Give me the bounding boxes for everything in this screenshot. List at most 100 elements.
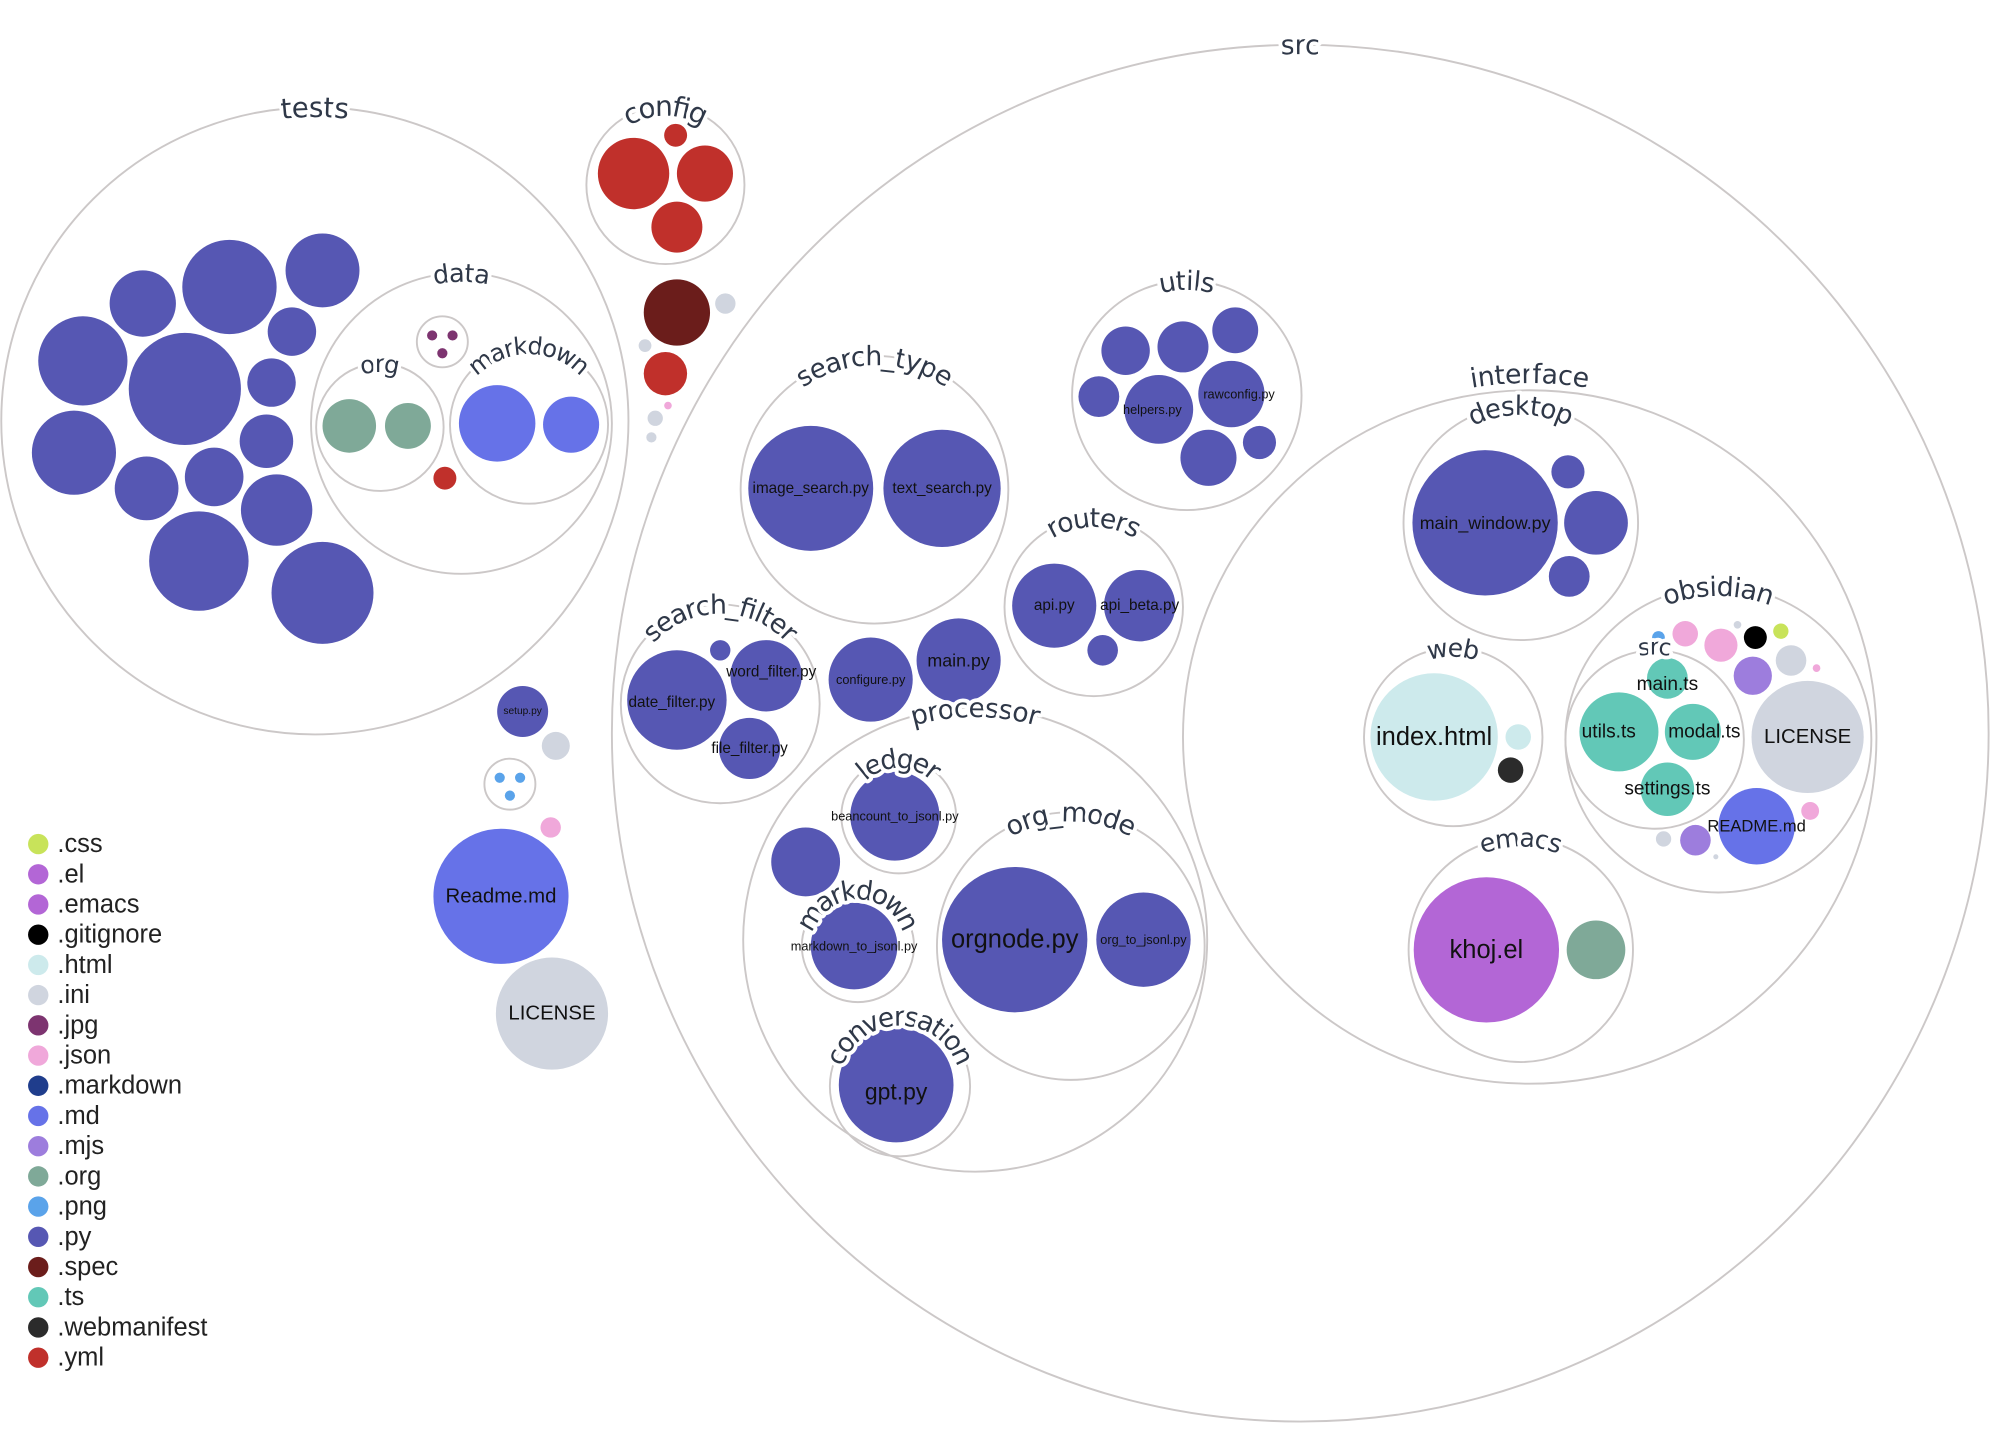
- file-circle[interactable]: [1646, 657, 1688, 699]
- directory-circle[interactable]: [840, 757, 958, 875]
- file-circle[interactable]: [1733, 656, 1772, 695]
- file-circle[interactable]: [1242, 425, 1277, 460]
- file-circle[interactable]: [1370, 673, 1498, 801]
- file-circle[interactable]: [1180, 429, 1237, 486]
- file-circle[interactable]: [1078, 376, 1120, 418]
- directory-circle[interactable]: [1363, 646, 1544, 828]
- file-circle[interactable]: [651, 201, 703, 253]
- directory-circle[interactable]: [0, 106, 630, 736]
- file-circle[interactable]: [149, 511, 249, 611]
- file-circle[interactable]: [497, 685, 549, 737]
- file-circle[interactable]: [458, 385, 536, 462]
- file-circle[interactable]: [1101, 326, 1150, 375]
- file-circle[interactable]: [437, 348, 448, 359]
- directory-circle[interactable]: [742, 706, 1209, 1173]
- file-circle[interactable]: [427, 330, 438, 341]
- file-circle[interactable]: [1566, 920, 1626, 980]
- file-circle[interactable]: [38, 316, 128, 406]
- file-circle[interactable]: [771, 827, 841, 897]
- file-circle[interactable]: [515, 772, 526, 783]
- file-circle[interactable]: [916, 618, 1001, 703]
- file-circle[interactable]: [715, 293, 736, 314]
- file-circle[interactable]: [543, 396, 600, 453]
- file-circle[interactable]: [1751, 680, 1864, 794]
- file-circle[interactable]: [433, 466, 457, 490]
- file-circle[interactable]: [627, 650, 727, 750]
- directory-circle[interactable]: [828, 1015, 972, 1158]
- file-circle[interactable]: [1564, 490, 1628, 555]
- file-circle[interactable]: [1505, 724, 1531, 750]
- file-circle[interactable]: [828, 637, 913, 722]
- file-circle[interactable]: [447, 330, 458, 341]
- file-circle[interactable]: [271, 541, 374, 644]
- file-circle[interactable]: [1412, 450, 1558, 596]
- file-circle[interactable]: [504, 790, 516, 801]
- file-circle[interactable]: [182, 239, 277, 335]
- directory-circle[interactable]: [310, 272, 613, 575]
- file-circle[interactable]: [643, 351, 688, 396]
- directory-circle[interactable]: [619, 603, 821, 805]
- file-circle[interactable]: [285, 233, 360, 308]
- directory-circle[interactable]: [585, 105, 746, 265]
- directory-circle[interactable]: [1402, 404, 1640, 642]
- file-circle[interactable]: [1413, 877, 1560, 1023]
- directory-circle[interactable]: [1564, 649, 1745, 830]
- file-circle[interactable]: [540, 817, 561, 838]
- directory-circle[interactable]: [1407, 836, 1634, 1063]
- file-circle[interactable]: [1775, 645, 1807, 676]
- file-circle[interactable]: [1212, 307, 1259, 354]
- directory-circle[interactable]: [415, 315, 469, 369]
- file-circle[interactable]: [597, 137, 670, 210]
- file-circle[interactable]: [810, 902, 898, 990]
- file-circle[interactable]: [240, 474, 313, 546]
- file-circle[interactable]: [1672, 620, 1698, 647]
- file-circle[interactable]: [1680, 824, 1711, 856]
- file-circle[interactable]: [247, 358, 296, 407]
- file-circle[interactable]: [646, 432, 657, 443]
- directory-circle[interactable]: [315, 362, 445, 492]
- file-circle[interactable]: [1096, 892, 1191, 987]
- file-circle[interactable]: [1124, 374, 1194, 444]
- file-circle[interactable]: [128, 332, 241, 446]
- file-circle[interactable]: [643, 279, 711, 346]
- file-circle[interactable]: [638, 339, 652, 352]
- file-circle[interactable]: [541, 731, 570, 760]
- file-circle[interactable]: [109, 270, 176, 337]
- file-circle[interactable]: [1012, 563, 1097, 648]
- directory-circle[interactable]: [610, 43, 1990, 1423]
- directory-circle[interactable]: [449, 344, 610, 505]
- file-circle[interactable]: [239, 414, 294, 468]
- file-circle[interactable]: [495, 957, 609, 1070]
- file-circle[interactable]: [1652, 631, 1665, 644]
- directory-circle[interactable]: [800, 888, 915, 1004]
- file-circle[interactable]: [1087, 634, 1118, 666]
- file-circle[interactable]: [1733, 620, 1742, 629]
- file-circle[interactable]: [114, 456, 179, 521]
- file-circle[interactable]: [1664, 703, 1721, 760]
- file-circle[interactable]: [718, 717, 781, 780]
- file-circle[interactable]: [184, 447, 244, 507]
- directory-circle[interactable]: [483, 757, 537, 811]
- file-circle[interactable]: [1655, 831, 1672, 847]
- file-circle[interactable]: [384, 402, 431, 449]
- file-circle[interactable]: [850, 771, 940, 861]
- file-circle[interactable]: [31, 410, 117, 495]
- file-circle[interactable]: [1103, 569, 1176, 642]
- file-circle[interactable]: [676, 145, 733, 202]
- file-circle[interactable]: [1198, 360, 1265, 428]
- file-circle[interactable]: [1713, 854, 1719, 860]
- directory-circle[interactable]: [1003, 516, 1184, 698]
- directory-circle[interactable]: [1182, 389, 1878, 1085]
- directory-circle[interactable]: [739, 354, 1010, 625]
- file-circle[interactable]: [1704, 628, 1738, 662]
- file-circle[interactable]: [664, 123, 688, 147]
- file-circle[interactable]: [1801, 801, 1820, 820]
- file-circle[interactable]: [1743, 626, 1767, 650]
- file-circle[interactable]: [1640, 762, 1695, 817]
- file-circle[interactable]: [1812, 664, 1821, 672]
- file-circle[interactable]: [1497, 757, 1524, 783]
- file-circle[interactable]: [1157, 321, 1209, 373]
- file-circle[interactable]: [710, 640, 731, 661]
- file-circle[interactable]: [942, 866, 1088, 1013]
- file-circle[interactable]: [1579, 692, 1659, 772]
